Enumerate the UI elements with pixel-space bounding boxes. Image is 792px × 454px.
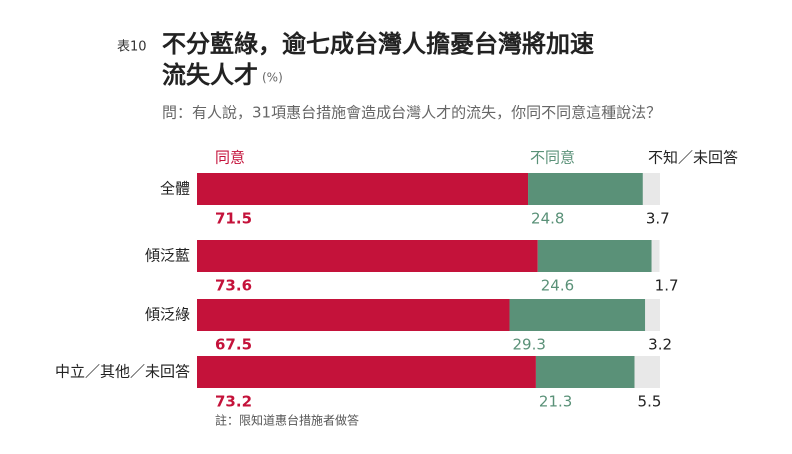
- legend-label: 不同意: [530, 149, 575, 167]
- category-label: 全體: [160, 180, 190, 198]
- value-label: 71.5: [215, 210, 252, 228]
- value-label: 3.7: [646, 210, 670, 228]
- unit: (%): [262, 71, 283, 85]
- bar-segment: [535, 356, 635, 388]
- value-label: 1.7: [655, 277, 679, 295]
- category-label: 傾泛綠: [145, 306, 190, 324]
- chart-title: 不分藍綠，逾七成台灣人擔憂台灣將加速: [162, 30, 594, 58]
- bar-segment: [537, 240, 652, 272]
- category-label: 傾泛藍: [145, 247, 190, 265]
- value-label: 3.2: [648, 336, 672, 354]
- legend-label: 同意: [215, 149, 245, 167]
- table-label: 表10: [117, 40, 147, 55]
- value-label: 67.5: [215, 336, 252, 354]
- value-label: 5.5: [638, 393, 662, 411]
- bar-segment: [651, 240, 660, 272]
- category-label: 中立／其他／未回答: [55, 363, 190, 381]
- bar-segment: [197, 173, 529, 205]
- note: 註：限知道惠台措施者做答: [215, 413, 359, 428]
- bar-segment: [197, 299, 510, 331]
- bar-segment: [634, 356, 660, 388]
- chart-title: 流失人才: [162, 61, 258, 89]
- value-label: 73.6: [215, 277, 252, 295]
- value-label: 73.2: [215, 393, 252, 411]
- bar-segment: [642, 173, 660, 205]
- value-label: 24.6: [541, 277, 574, 295]
- bar-segment: [509, 299, 646, 331]
- bar-segment: [528, 173, 643, 205]
- bar-segment: [645, 299, 660, 331]
- value-label: 29.3: [513, 336, 546, 354]
- subtitle: 問：有人說，31項惠台措施會造成台灣人才的流失，你同不同意這種說法？: [162, 104, 661, 122]
- legend-label: 不知／未回答: [648, 149, 738, 167]
- value-label: 24.8: [531, 210, 564, 228]
- value-label: 21.3: [539, 393, 572, 411]
- bar-segment: [197, 240, 538, 272]
- bar-segment: [197, 356, 536, 388]
